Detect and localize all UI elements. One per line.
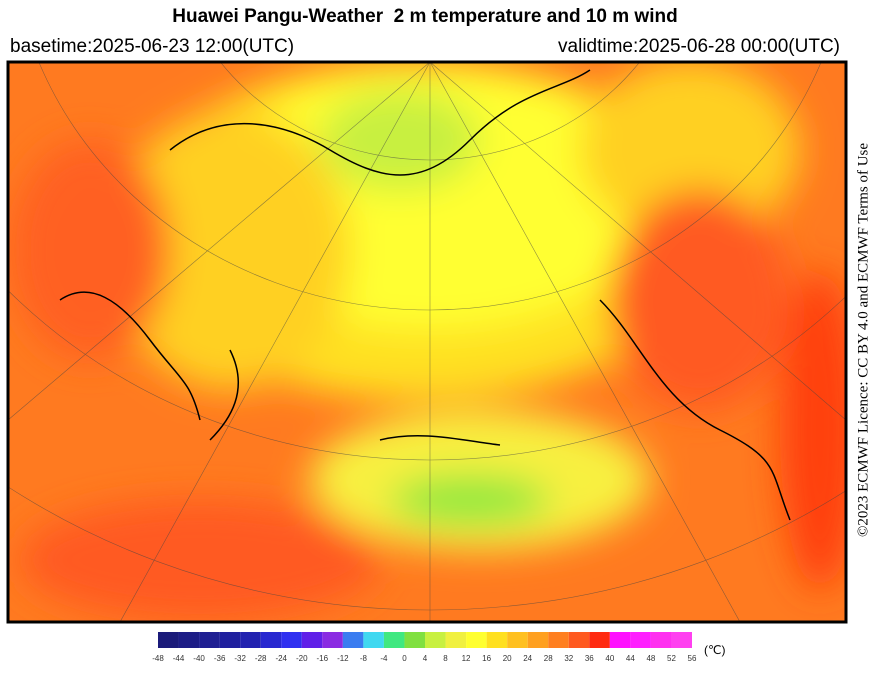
colorbar-tick-label: 24 (523, 654, 532, 663)
colorbar-swatch (260, 632, 282, 648)
colorbar-swatch (445, 632, 467, 648)
colorbar-swatch (486, 632, 508, 648)
colorbar-unit: (℃) (704, 643, 725, 657)
colorbar-tick-label: 36 (585, 654, 594, 663)
colorbar-swatch (548, 632, 569, 648)
colorbar-tick-label: -28 (255, 654, 267, 663)
colorbar-tick-label: 56 (688, 654, 697, 663)
colorbar-tick-label: -48 (152, 654, 164, 663)
colorbar-tick-label: 48 (646, 654, 655, 663)
colorbar-swatch (178, 632, 200, 648)
colorbar-tick-label: 16 (482, 654, 491, 663)
colorbar-swatch (466, 632, 487, 648)
colorbar-tick-label: -16 (317, 654, 329, 663)
colorbar-swatch (219, 632, 241, 648)
colorbar-tick-label: 20 (503, 654, 512, 663)
colorbar-swatch (322, 632, 343, 648)
map (8, 62, 846, 622)
colorbar-swatch (404, 632, 425, 648)
colorbar-tick-label: 0 (402, 654, 407, 663)
colorbar-swatch (671, 632, 692, 648)
colorbar-tick-label: 8 (443, 654, 448, 663)
colorbar-swatch (630, 632, 651, 648)
validtime: validtime:2025-06-28 00:00(UTC) (558, 36, 840, 57)
colorbar-tick-label: 4 (423, 654, 428, 663)
colorbar-swatch (609, 632, 631, 648)
colorbar-swatch (363, 632, 384, 648)
colorbar-tick-label: -32 (234, 654, 246, 663)
colorbar-tick-label: -8 (360, 654, 368, 663)
colorbar-swatch (650, 632, 672, 648)
colorbar-swatch (568, 632, 590, 648)
colorbar-tick-label: 40 (605, 654, 614, 663)
colorbar-tick-label: -36 (214, 654, 226, 663)
colorbar-swatch (301, 632, 323, 648)
colorbar-swatch (158, 632, 179, 648)
colorbar-swatch (425, 632, 446, 648)
colorbar-swatch (507, 632, 528, 648)
map-frame (6, 60, 848, 624)
basetime: basetime:2025-06-23 12:00(UTC) (10, 36, 294, 57)
title: Huawei Pangu-Weather 2 m temperature and… (172, 6, 677, 27)
colorbar-swatch (342, 632, 364, 648)
colorbar-swatch (281, 632, 302, 648)
colorbar-swatch (383, 632, 405, 648)
license: ©2023 ECMWF Licence: CC BY 4.0 and ECMWF… (855, 143, 870, 537)
colorbar-tick-label: 12 (462, 654, 471, 663)
colorbar-tick-label: -12 (337, 654, 349, 663)
colorbar-tick-label: -44 (173, 654, 185, 663)
colorbar-tick-label: -24 (275, 654, 287, 663)
colorbar-tick-label: 28 (544, 654, 553, 663)
colorbar: -48 -44 -40 -36 -32 -28 -24 -20 -16 -12 -8 -4 0 4 8 12 1… (152, 632, 697, 663)
colorbar-swatch (199, 632, 220, 648)
colorbar-tick-label: -4 (380, 654, 388, 663)
colorbar-swatch (240, 632, 261, 648)
colorbar-tick-label: 52 (667, 654, 676, 663)
colorbar-tick-label: -20 (296, 654, 308, 663)
colorbar-swatch (527, 632, 549, 648)
colorbar-tick-label: 32 (564, 654, 573, 663)
colorbar-tick-label: 44 (626, 654, 635, 663)
colorbar-tick-label: -40 (193, 654, 205, 663)
colorbar-swatch (589, 632, 610, 648)
